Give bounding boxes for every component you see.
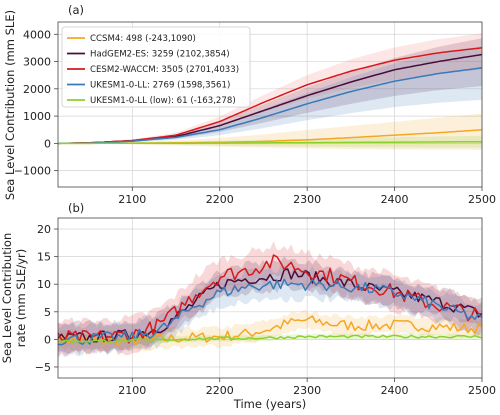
y-tick-label: 3000 <box>23 56 51 69</box>
y-tick-label: −1000 <box>14 165 51 178</box>
panel-a-label: (a) <box>68 3 84 17</box>
y-tick-label: 4000 <box>23 28 51 41</box>
panel-b-x-axis-title: Time (years) <box>233 397 306 411</box>
panel-b-label: (b) <box>68 201 84 215</box>
uncertainty-band-0 <box>58 113 482 150</box>
x-tick-label: 2200 <box>206 384 234 397</box>
panel-b-ticks: −5 0 5 10 15 20 2100 2200 2300 2400 2500 <box>35 223 496 397</box>
panel-b-frame <box>57 217 483 379</box>
series-line-4 <box>57 334 483 343</box>
x-tick-label: 2200 <box>206 193 234 206</box>
y-tick-label: 5 <box>44 306 51 319</box>
x-tick-label: 2100 <box>118 193 146 206</box>
series-line-3 <box>57 67 483 145</box>
legend-box <box>61 26 251 108</box>
uncertainty-band-2 <box>58 241 482 359</box>
panel-a-series-lines <box>57 47 483 145</box>
x-tick-label: 2400 <box>381 193 409 206</box>
y-tick-label: 2000 <box>23 83 51 96</box>
y-tick-label: 0 <box>44 333 51 346</box>
panel-a-frame <box>57 21 483 188</box>
legend-label-1: HadGEM2-ES: 3259 (2102,3854) <box>90 50 230 60</box>
series-line-0 <box>57 315 483 347</box>
panel-a-y-axis-title: Sea Level Contribution (mm SLE) <box>3 10 17 200</box>
y-tick-label: 10 <box>37 278 51 291</box>
panel-b-y-axis-title-line-1: Sea Level Contribution <box>0 233 14 364</box>
uncertainty-band-3 <box>58 46 482 144</box>
x-tick-label: 2300 <box>293 384 321 397</box>
panel-b-y-axis-title-line-2: rate (mm SLE/yr) <box>14 249 28 347</box>
x-tick-label: 2500 <box>468 193 496 206</box>
x-tick-label: 2400 <box>381 384 409 397</box>
panel-b-sea-level-contribution-rate: (b) −5 0 5 10 15 20 2100 2200 2300 2400 2500 Sea L… <box>0 201 496 411</box>
legend-label-3: UKESM1-0-LL: 2769 (1598,3561) <box>90 81 230 91</box>
panel-a-ticks: −1000 0 1000 2000 3000 4000 2100 2200 2300 2400 25… <box>14 28 496 206</box>
y-tick-label: 20 <box>37 223 51 236</box>
series-line-3 <box>57 278 483 346</box>
series-line-2 <box>57 254 483 344</box>
legend-label-0: CCSM4: 498 (-243,1090) <box>90 34 196 44</box>
y-tick-label: 15 <box>37 251 51 264</box>
legend-label-4: UKESM1-0-LL (low): 61 (-163,278) <box>90 96 236 106</box>
legend-entries: CCSM4: 498 (-243,1090) HadGEM2-ES: 3259 (… <box>67 34 239 106</box>
panel-a-sea-level-contribution: (a) −1000 0 1000 2000 3000 4000 2100 2200 2300 24… <box>3 3 496 206</box>
y-tick-label: 1000 <box>23 110 51 123</box>
uncertainty-band-3 <box>58 265 482 358</box>
y-tick-label: 0 <box>44 137 51 150</box>
x-tick-label: 2300 <box>293 193 321 206</box>
x-tick-label: 2100 <box>118 384 146 397</box>
panel-b-series-lines <box>57 254 483 347</box>
y-tick-label: −5 <box>35 361 51 374</box>
series-line-4 <box>58 140 482 145</box>
uncertainty-band-4 <box>58 333 482 345</box>
x-tick-label: 2500 <box>468 384 496 397</box>
legend-label-2: CESM2-WACCM: 3505 (2701,4033) <box>90 65 239 75</box>
uncertainty-band-2 <box>58 33 482 144</box>
legend: CCSM4: 498 (-243,1090) HadGEM2-ES: 3259 (… <box>61 26 251 108</box>
